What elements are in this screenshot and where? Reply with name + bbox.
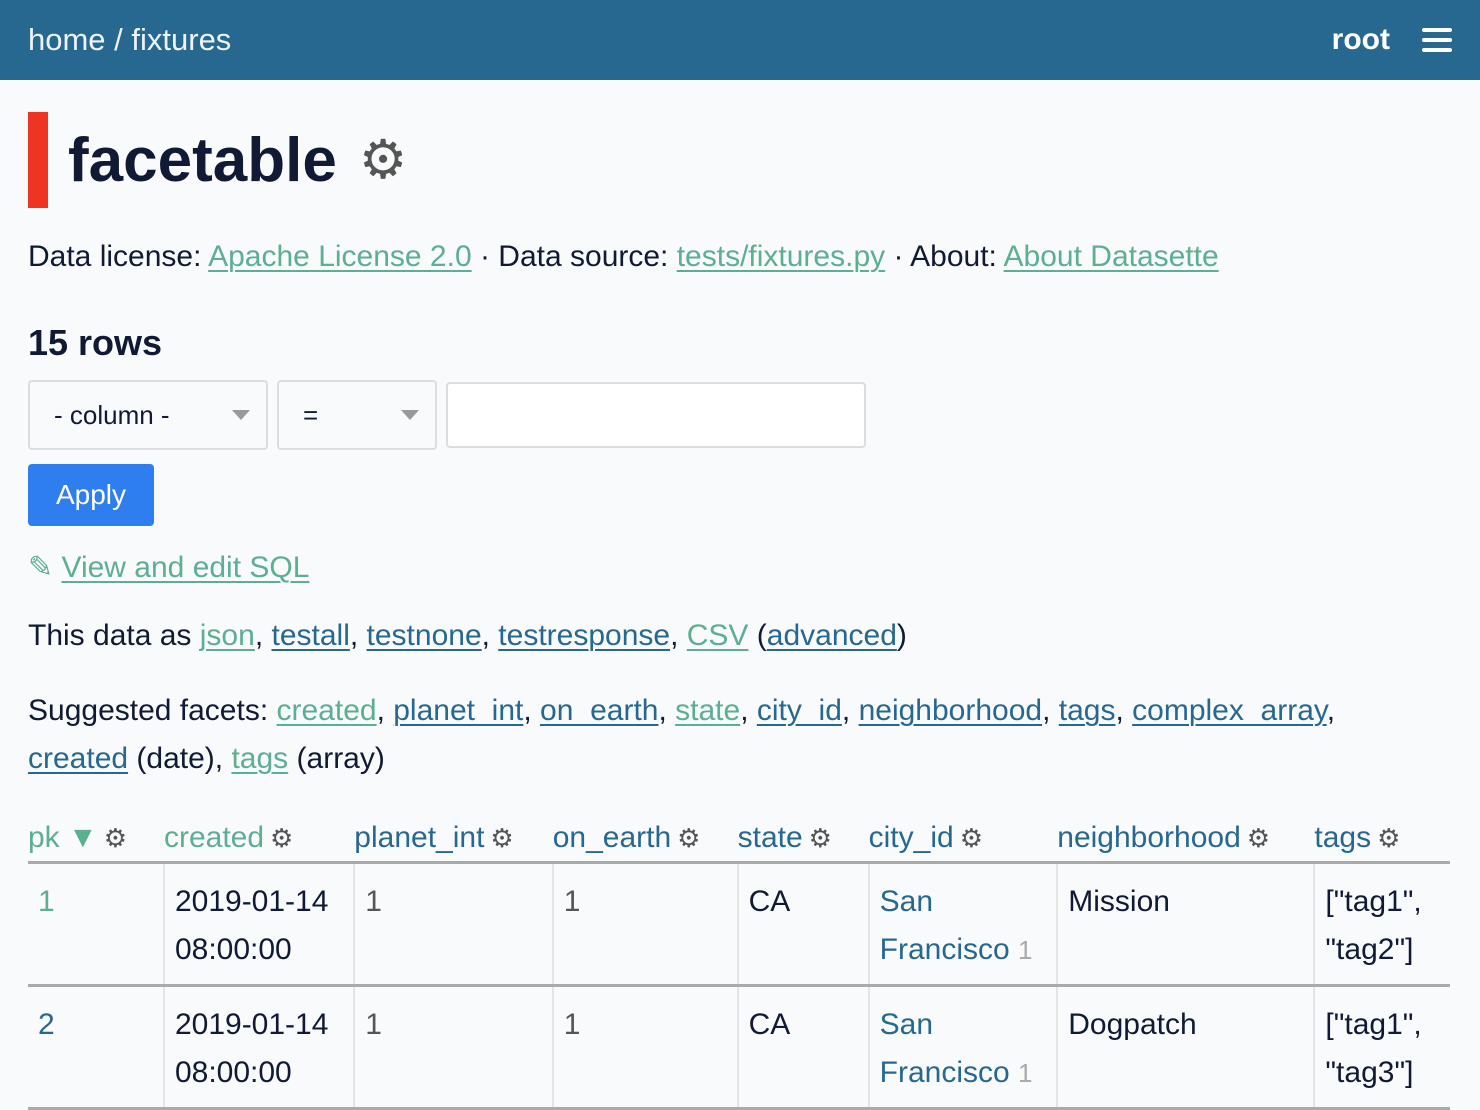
column-header-on-earth[interactable]: on_earth	[552, 821, 672, 854]
sort-desc-icon: ▼	[68, 821, 98, 854]
facet-link[interactable]: state	[675, 694, 741, 727]
gear-icon[interactable]: ⚙	[103, 823, 128, 853]
export-json[interactable]: json	[199, 619, 255, 652]
accent-bar	[28, 112, 48, 208]
export-testall[interactable]: testall	[271, 619, 350, 652]
breadcrumb: home / fixtures	[28, 22, 231, 58]
export-advanced[interactable]: advanced	[766, 619, 897, 652]
gear-icon[interactable]: ⚙	[490, 823, 514, 853]
pencil-icon: ✎	[28, 551, 54, 584]
export-label: This data as	[28, 619, 200, 652]
operator-select[interactable]: =	[277, 380, 437, 450]
gear-icon[interactable]: ⚙	[270, 823, 294, 853]
cell-state: CA	[736, 862, 869, 987]
facet-link[interactable]: on_earth	[540, 694, 659, 727]
export-testnone[interactable]: testnone	[366, 619, 482, 652]
operator-select-value: =	[303, 399, 319, 430]
view-edit-sql-link[interactable]: View and edit SQL	[61, 551, 310, 584]
facet-type: (date)	[128, 742, 215, 775]
cell-created: 2019-01-14 08:00:00	[162, 985, 355, 1110]
page-title: facetable	[68, 125, 337, 195]
column-header-created[interactable]: created	[163, 821, 265, 854]
suggested-facets: Suggested facets: created, planet_int, o…	[28, 694, 1336, 775]
facet-link[interactable]: tags	[231, 742, 289, 775]
cell-planet-int: 1	[353, 862, 553, 987]
export-csv[interactable]: CSV	[686, 619, 749, 652]
cell-on-earth: 1	[551, 862, 738, 987]
chevron-down-icon	[232, 410, 250, 420]
metadata: Data license: Apache License 2.0 · Data …	[28, 240, 1452, 274]
apply-button[interactable]: Apply	[28, 464, 154, 526]
gear-icon[interactable]: ⚙	[808, 823, 832, 853]
row-count: 15 rows	[28, 322, 163, 363]
cell-neighborhood: Mission	[1056, 862, 1315, 987]
cell-planet-int: 1	[353, 985, 553, 1110]
facet-link[interactable]: tags	[1058, 694, 1116, 727]
column-header-city-id[interactable]: city_id	[868, 821, 954, 854]
facet-link[interactable]: neighborhood	[858, 694, 1043, 727]
column-header-neighborhood[interactable]: neighborhood	[1057, 821, 1241, 854]
city-link[interactable]: San Francisco	[879, 885, 1010, 966]
cell-city-id: San Francisco 1	[867, 862, 1058, 987]
export-testresponse[interactable]: testresponse	[498, 619, 671, 652]
user-name: root	[1331, 23, 1390, 56]
breadcrumb-fixtures[interactable]: fixtures	[131, 22, 232, 57]
facet-type: (array)	[288, 742, 385, 775]
breadcrumb-sep: /	[105, 22, 132, 57]
breadcrumb-home[interactable]: home	[28, 22, 106, 57]
cell-created: 2019-01-14 08:00:00	[162, 862, 355, 987]
filter-value-input[interactable]	[446, 382, 866, 448]
column-header-pk[interactable]: pk	[28, 821, 60, 854]
row-pk-link[interactable]: 2	[38, 1008, 55, 1041]
facet-link[interactable]: complex_array	[1132, 694, 1327, 727]
cell-state: CA	[736, 985, 869, 1110]
data-table: pk ▼ ⚙ created ⚙ planet_int ⚙ on_earth ⚙ sta…	[28, 821, 1450, 1110]
about-link[interactable]: About Datasette	[1003, 240, 1219, 273]
chevron-down-icon	[401, 410, 419, 420]
gear-icon[interactable]: ⚙	[358, 130, 408, 190]
column-select-value: - column -	[54, 399, 170, 430]
gear-icon[interactable]: ⚙	[677, 823, 701, 853]
column-header-tags[interactable]: tags	[1314, 821, 1372, 854]
cell-neighborhood: Dogpatch	[1056, 985, 1315, 1110]
facet-link[interactable]: city_id	[756, 694, 842, 727]
about-label: · About:	[885, 240, 1004, 273]
license-label: Data license:	[28, 240, 209, 273]
license-link[interactable]: Apache License 2.0	[208, 240, 472, 273]
facet-link[interactable]: planet_int	[393, 694, 524, 727]
facets-label: Suggested facets:	[28, 694, 277, 727]
facet-link[interactable]: created	[276, 694, 377, 727]
city-link[interactable]: San Francisco	[879, 1008, 1010, 1089]
source-label: · Data source:	[471, 240, 677, 273]
top-nav: home / fixtures root	[0, 0, 1480, 80]
row-pk-link[interactable]: 1	[38, 885, 55, 918]
cell-tags: ["tag1", "tag3"]	[1313, 985, 1450, 1110]
column-header-planet-int[interactable]: planet_int	[354, 821, 485, 854]
facet-link[interactable]: created	[28, 742, 129, 775]
gear-icon[interactable]: ⚙	[1246, 823, 1271, 853]
column-header-state[interactable]: state	[737, 821, 803, 854]
table-row: 1 2019-01-14 08:00:00 1 1 CA San Francisco…	[28, 862, 1450, 987]
cell-city-id: San Francisco 1	[867, 985, 1058, 1110]
cell-tags: ["tag1", "tag2"]	[1313, 862, 1450, 987]
gear-icon[interactable]: ⚙	[1377, 823, 1401, 853]
column-select[interactable]: - column -	[28, 380, 268, 450]
source-link[interactable]: tests/fixtures.py	[676, 240, 886, 273]
cell-on-earth: 1	[551, 985, 738, 1110]
menu-icon[interactable]	[1422, 28, 1452, 52]
export-links: This data as json, testall, testnone, te…	[28, 619, 907, 652]
table-row: 2 2019-01-14 08:00:00 1 1 CA San Francisco…	[28, 985, 1450, 1110]
gear-icon[interactable]: ⚙	[959, 823, 983, 853]
